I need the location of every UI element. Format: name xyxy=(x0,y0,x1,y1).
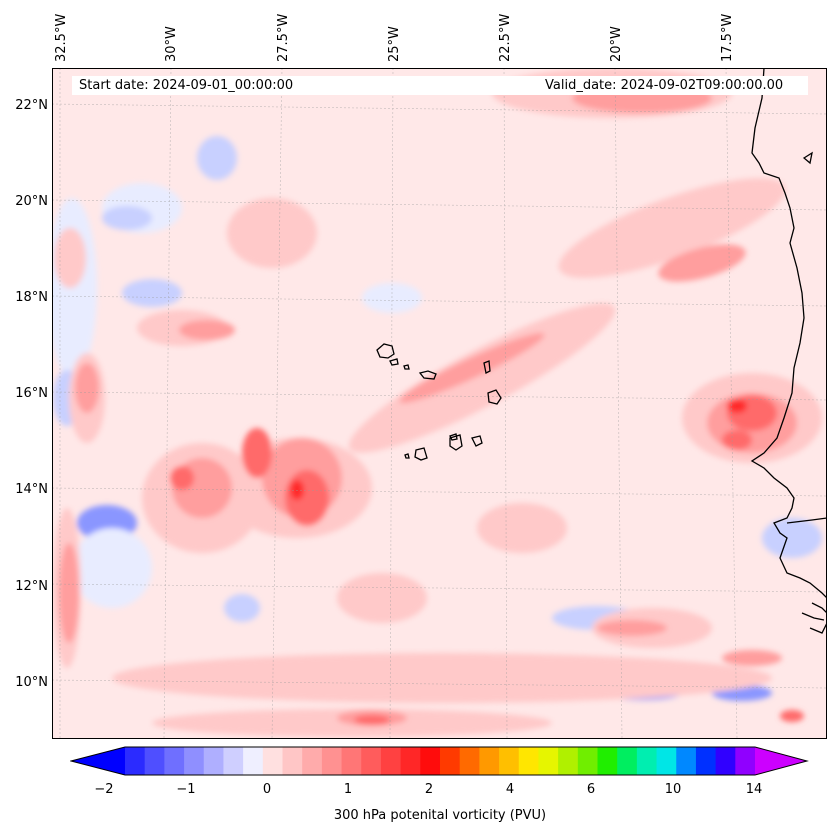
lat-label-10n: 10°N xyxy=(15,675,48,690)
cb-tick-label: 6 xyxy=(586,782,596,797)
colorbar-segment xyxy=(341,747,362,775)
graticule xyxy=(52,68,827,739)
cb-tick-label: −2 xyxy=(94,782,114,797)
lat-label-18n: 18°N xyxy=(15,290,48,305)
colorbar-segment xyxy=(656,747,677,775)
colorbar-segment xyxy=(420,747,441,775)
colorbar-segment xyxy=(676,747,697,775)
colorbar-segment xyxy=(558,747,579,775)
cape-verde-islands xyxy=(376,343,502,461)
cb-tick-label: 14 xyxy=(745,782,763,797)
map-border xyxy=(52,68,827,739)
colorbar-segment xyxy=(243,747,264,775)
colorbar-segment xyxy=(262,747,283,775)
colorbar-segment xyxy=(695,747,717,775)
lon-label-32-5w: 32.5°W xyxy=(54,13,69,62)
lat-label-16n: 16°N xyxy=(15,386,48,401)
colorbar-segment xyxy=(479,747,500,775)
colorbar-segment xyxy=(459,747,480,775)
lon-label-17-5w: 17.5°W xyxy=(720,13,735,62)
colorbar-segment xyxy=(380,747,402,775)
pv-field xyxy=(52,68,827,739)
lon-label-30w: 30°W xyxy=(164,26,179,62)
colorbar-segment xyxy=(302,747,323,775)
colorbar-segment xyxy=(538,747,559,775)
colorbar-segment xyxy=(617,747,638,775)
colorbar-segment xyxy=(282,747,303,775)
colorbar-segment xyxy=(203,747,224,775)
colorbar-segment xyxy=(184,747,205,775)
lat-label-22n: 22°N xyxy=(15,98,48,113)
colorbar xyxy=(70,746,809,776)
colorbar-segment xyxy=(499,747,520,775)
cb-tick-label: −1 xyxy=(176,782,196,797)
lon-label-25w: 25°W xyxy=(387,26,402,62)
valid-date-label: Valid_date: 2024-09-02T09:00:00.00 xyxy=(545,78,784,93)
colorbar-segment xyxy=(144,747,165,775)
colorbar-extend-max xyxy=(755,747,807,775)
date-banner xyxy=(72,76,808,95)
start-date-label: Start date: 2024-09-01_00:00:00 xyxy=(79,78,294,93)
cb-tick-label: 2 xyxy=(424,782,434,797)
lon-label-20w: 20°W xyxy=(609,26,624,62)
cb-tick-label: 10 xyxy=(664,782,682,797)
pv-map xyxy=(52,68,827,739)
colorbar-segment xyxy=(400,747,421,775)
colorbar-segment xyxy=(735,747,756,775)
lat-label-12n: 12°N xyxy=(15,579,48,594)
colorbar-segment xyxy=(597,747,618,775)
colorbar-segment xyxy=(223,747,244,775)
lon-label-27-5w: 27.5°W xyxy=(276,13,291,62)
colorbar-segment xyxy=(577,747,598,775)
lon-label-22-5w: 22.5°W xyxy=(498,13,513,62)
colorbar-segment xyxy=(440,747,461,775)
colorbar-segment xyxy=(715,747,736,775)
lat-label-20n: 20°N xyxy=(15,194,48,209)
colorbar-segment xyxy=(636,747,658,775)
colorbar-segment xyxy=(361,747,382,775)
colorbar-segment xyxy=(518,747,539,775)
lat-label-14n: 14°N xyxy=(15,482,48,497)
colorbar-extend-min xyxy=(71,747,125,775)
colorbar-title: 300 hPa potenital vorticity (PVU) xyxy=(333,808,547,823)
colorbar-outline xyxy=(70,746,809,776)
colorbar-segment xyxy=(164,747,185,775)
cb-tick-label: 1 xyxy=(343,782,353,797)
cb-tick-label: 4 xyxy=(505,782,515,797)
coastline xyxy=(750,68,827,634)
colorbar-segment xyxy=(321,747,343,775)
colorbar-segment xyxy=(125,747,146,775)
cb-tick-label: 0 xyxy=(262,782,272,797)
